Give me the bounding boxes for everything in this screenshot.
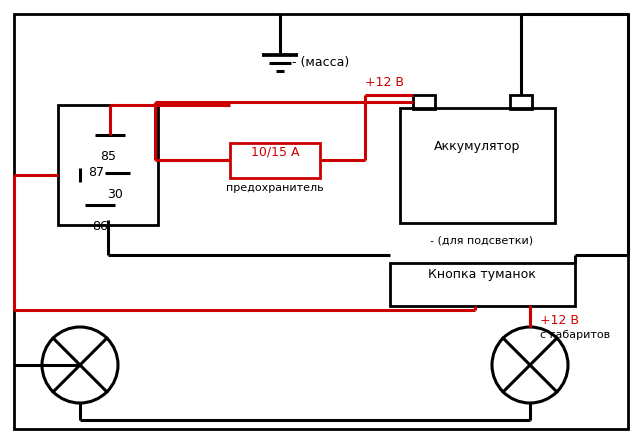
Bar — [510, 95, 532, 109]
Text: - (масса): - (масса) — [292, 55, 349, 69]
Text: 87: 87 — [88, 165, 104, 179]
Text: 85: 85 — [100, 150, 116, 163]
Text: +12 В: +12 В — [540, 313, 579, 326]
Text: +12 В: +12 В — [365, 76, 404, 88]
Text: предохранитель: предохранитель — [226, 183, 324, 193]
Bar — [400, 108, 555, 223]
Text: Кнопка туманок: Кнопка туманок — [428, 268, 536, 281]
Text: 86: 86 — [92, 220, 108, 233]
Bar — [58, 105, 158, 225]
Bar — [390, 263, 575, 306]
Text: с габаритов: с габаритов — [540, 330, 610, 340]
Bar — [230, 143, 320, 178]
Bar — [413, 95, 435, 109]
Text: Аккумулятор: Аккумулятор — [434, 140, 520, 153]
Text: 10/15 А: 10/15 А — [251, 145, 299, 158]
Text: - (для подсветки): - (для подсветки) — [430, 235, 533, 245]
Text: 30: 30 — [107, 188, 123, 201]
